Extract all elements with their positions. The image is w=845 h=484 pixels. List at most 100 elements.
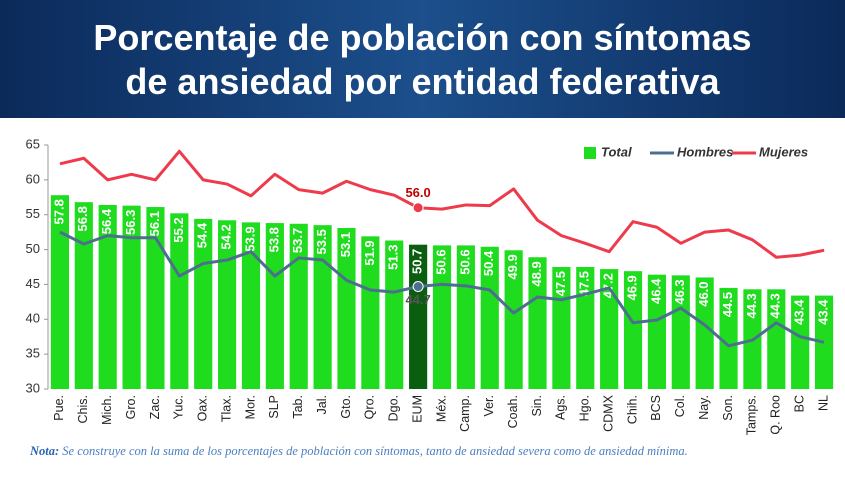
bar	[695, 277, 714, 389]
title-line: Porcentaje de población con síntomas	[93, 17, 752, 58]
x-tick-label: BC	[792, 395, 806, 412]
y-tick-label: 35	[26, 346, 40, 361]
bar-value-label: 46.9	[624, 275, 639, 300]
x-tick-label: Gro.	[124, 395, 138, 419]
x-tick-label: Chis.	[76, 395, 90, 423]
bar	[576, 267, 595, 389]
x-tick-label: Tab.	[291, 395, 305, 419]
x-tick-label: NL	[816, 395, 830, 411]
bar	[361, 236, 380, 389]
bar-value-label: 56.4	[99, 208, 114, 234]
bar	[767, 289, 786, 389]
bar-value-label: 44.3	[744, 293, 759, 318]
bar	[385, 240, 404, 389]
legend-label: Total	[601, 144, 632, 159]
x-tick-label: Nay.	[697, 395, 711, 420]
x-tick-label: Pue.	[52, 395, 66, 421]
bar-value-label: 46.4	[648, 278, 663, 304]
note-label: Nota:	[30, 444, 60, 458]
bar-value-label: 46.0	[696, 281, 711, 306]
bar	[98, 204, 117, 389]
y-tick-label: 45	[26, 276, 40, 291]
note-text: Se construye con la suma de los porcenta…	[62, 444, 688, 458]
y-tick-label: 55	[26, 206, 40, 221]
bar-value-label: 50.7	[410, 249, 425, 274]
bar-value-label: 56.8	[75, 206, 90, 231]
bar	[241, 222, 261, 389]
bar	[791, 295, 810, 389]
point-label: 44.7	[405, 292, 430, 307]
x-tick-label: Méx.	[434, 395, 448, 422]
bar	[480, 246, 499, 389]
bar	[170, 213, 189, 389]
x-tick-label: CDMX	[601, 394, 615, 431]
bar	[50, 195, 70, 389]
x-tick-label: Mor.	[243, 395, 257, 419]
bar-value-label: 44.5	[720, 292, 735, 317]
x-tick-label: Jal.	[315, 395, 329, 414]
point-label: 56.0	[405, 185, 430, 200]
x-tick-label: Chih.	[625, 395, 639, 424]
bar	[218, 220, 237, 389]
line	[59, 230, 825, 348]
bar-value-label: 50.6	[457, 249, 472, 274]
x-tick-label: Q. Roo	[769, 395, 783, 435]
line	[59, 149, 825, 259]
bar-value-label: 56.3	[123, 210, 138, 235]
x-tick-label: SLP	[267, 395, 281, 419]
x-tick-label: Tlax.	[219, 395, 233, 422]
bar	[409, 244, 428, 389]
y-tick-label: 60	[26, 171, 40, 186]
bar-value-label: 55.2	[171, 217, 186, 242]
x-tick-label: Coah.	[506, 395, 520, 428]
legend-swatch	[584, 147, 596, 159]
bar	[671, 275, 690, 389]
note: Nota: Se construye con la suma de los po…	[30, 444, 688, 459]
bar	[122, 205, 141, 389]
bar-value-label: 47.5	[553, 271, 568, 296]
bar	[504, 250, 523, 389]
bar	[337, 227, 356, 389]
bar	[647, 274, 666, 389]
bar-value-label: 43.4	[815, 299, 830, 325]
x-tick-label: Hgo.	[578, 395, 592, 421]
bar-value-label: 47.5	[577, 271, 592, 296]
point-marker	[412, 202, 424, 214]
bar-value-label: 53.8	[266, 227, 281, 252]
y-tick-label: 50	[26, 241, 40, 256]
bar-value-label: 51.9	[362, 240, 377, 265]
bar-value-label: 54.4	[195, 222, 210, 248]
x-tick-label: Oax.	[196, 395, 210, 421]
x-tick-label: Mich.	[100, 395, 114, 425]
bar-value-label: 53.7	[290, 228, 305, 253]
bar-value-label: 49.9	[505, 254, 520, 279]
x-tick-label: BCS	[649, 395, 663, 421]
bar-value-label: 56.1	[147, 211, 162, 236]
x-tick-label: Zac.	[148, 395, 162, 419]
bar-value-label: 48.9	[529, 261, 544, 286]
bar	[313, 225, 332, 389]
x-tick-label: Ags.	[554, 395, 568, 420]
bar	[814, 295, 834, 389]
header: Porcentaje de población con síntomas de …	[0, 0, 845, 118]
x-tick-label: Col.	[673, 395, 687, 417]
bar	[719, 287, 738, 389]
y-tick-label: 40	[26, 311, 40, 326]
x-tick-label: Camp.	[458, 395, 472, 432]
bar-value-label: 53.5	[314, 229, 329, 254]
legend-label: Mujeres	[759, 144, 808, 159]
x-tick-label: Sin.	[530, 395, 544, 417]
bar-value-label: 50.4	[481, 250, 496, 276]
bar	[623, 271, 643, 389]
bar	[74, 202, 93, 389]
x-tick-label: Dgo.	[387, 395, 401, 421]
bar	[600, 269, 619, 389]
bar-value-label: 53.9	[242, 226, 257, 251]
bar-value-label: 57.8	[51, 199, 66, 224]
bar	[528, 257, 547, 389]
x-tick-label: EUM	[410, 395, 424, 423]
bar	[432, 245, 452, 389]
chart: 30 35 40 45 50 55 60 65 Pue. Chis. Mich. Gro. Zac. Yu…	[26, 136, 834, 435]
bar	[265, 223, 284, 389]
